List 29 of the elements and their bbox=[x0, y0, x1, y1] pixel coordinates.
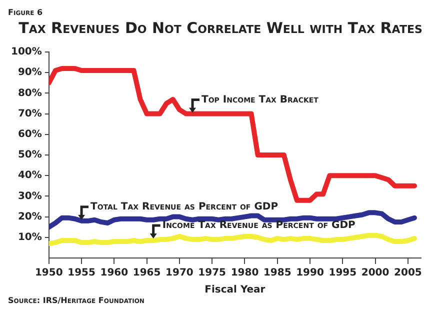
chart-title: Tax Revenues Do Not Correlate Well with Tax Rates bbox=[18, 19, 424, 37]
y-tick-label: 10% bbox=[18, 232, 42, 243]
x-tick-label: 1995 bbox=[328, 268, 357, 279]
x-tick-label: 2000 bbox=[361, 268, 390, 279]
y-tick-label: 70% bbox=[18, 108, 42, 120]
y-tick-label: 50% bbox=[18, 150, 42, 161]
y-tick-label: 80% bbox=[18, 88, 42, 99]
x-tick-label: 1980 bbox=[230, 268, 259, 279]
x-tick-label: 1965 bbox=[132, 268, 161, 279]
x-axis-title: Fiscal Year bbox=[204, 284, 266, 296]
x-tick-label: 1955 bbox=[68, 268, 96, 279]
y-tick-label: 20% bbox=[18, 211, 42, 222]
x-tick-label: 1975 bbox=[198, 268, 226, 279]
source-note: Source: IRS/Heritage Foundation bbox=[8, 296, 146, 305]
annotation: Total Tax Revenue as Percent of GDP bbox=[90, 202, 278, 213]
y-tick-label: 40% bbox=[18, 170, 42, 182]
x-tick-label: 1960 bbox=[100, 268, 128, 279]
x-tick-label: 1990 bbox=[296, 268, 324, 279]
y-tick-label: 90% bbox=[18, 67, 42, 78]
x-tick-label: 2005 bbox=[394, 268, 422, 279]
y-tick-label: 60% bbox=[18, 128, 42, 140]
x-tick-label: 1985 bbox=[263, 268, 292, 279]
x-tick-label: 1970 bbox=[166, 268, 194, 279]
y-tick-label: 30% bbox=[18, 190, 42, 202]
y-tick-label: 100% bbox=[10, 46, 42, 58]
annotation: Income Tax Revenue as Percent of GDP bbox=[162, 220, 356, 232]
x-tick-label: 1950 bbox=[34, 268, 63, 279]
annotation: Top Income Tax Bracket bbox=[202, 94, 319, 106]
caption: Figure 6 bbox=[8, 8, 44, 17]
